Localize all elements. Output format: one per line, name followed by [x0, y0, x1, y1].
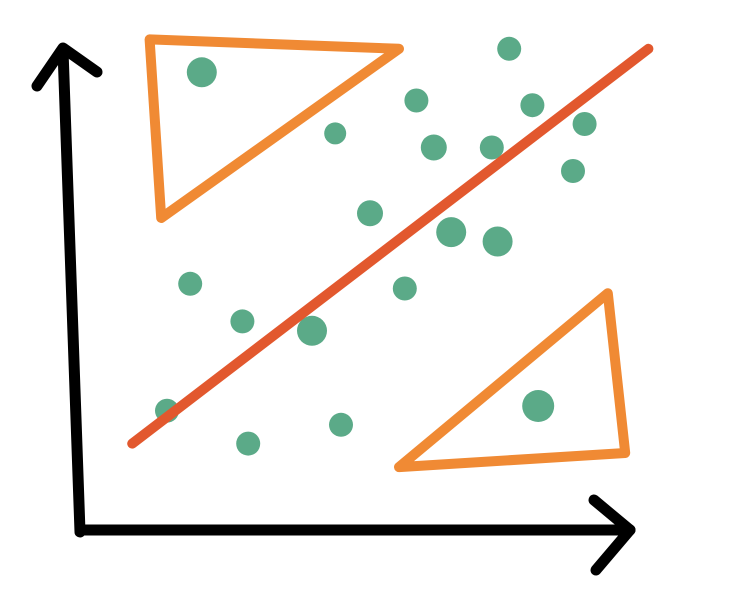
data-point-19 — [236, 431, 261, 456]
data-points — [155, 36, 597, 456]
data-point-3 — [520, 93, 545, 118]
data-point-14 — [392, 276, 417, 301]
data-point-13 — [178, 271, 203, 296]
data-point-6 — [324, 122, 347, 145]
data-point-5 — [497, 36, 522, 61]
data-point-10 — [357, 200, 383, 227]
data-point-7 — [420, 134, 447, 161]
region-triangle-2 — [394, 288, 631, 473]
y-axis — [57, 44, 86, 538]
x-axis-arrow-icon — [588, 494, 636, 576]
trend-line — [127, 43, 654, 449]
data-point-8 — [479, 135, 504, 160]
data-point-4 — [572, 112, 597, 136]
data-point-2 — [404, 88, 429, 113]
data-point-11 — [436, 217, 467, 248]
highlight-regions — [144, 34, 631, 473]
data-point-16 — [297, 315, 327, 346]
axes — [31, 42, 636, 576]
y-axis-arrow-icon — [31, 42, 103, 92]
data-point-1 — [186, 57, 217, 88]
data-point-15 — [230, 309, 255, 334]
data-point-20 — [522, 390, 555, 422]
data-point-12 — [482, 226, 513, 257]
data-point-18 — [329, 412, 353, 437]
data-point-9 — [561, 159, 585, 183]
region-triangle-1 — [144, 34, 404, 223]
